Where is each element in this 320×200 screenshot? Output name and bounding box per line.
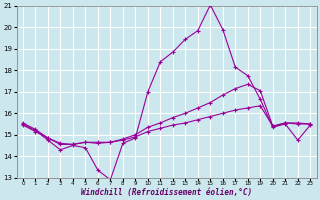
X-axis label: Windchill (Refroidissement éolien,°C): Windchill (Refroidissement éolien,°C) (81, 188, 252, 197)
